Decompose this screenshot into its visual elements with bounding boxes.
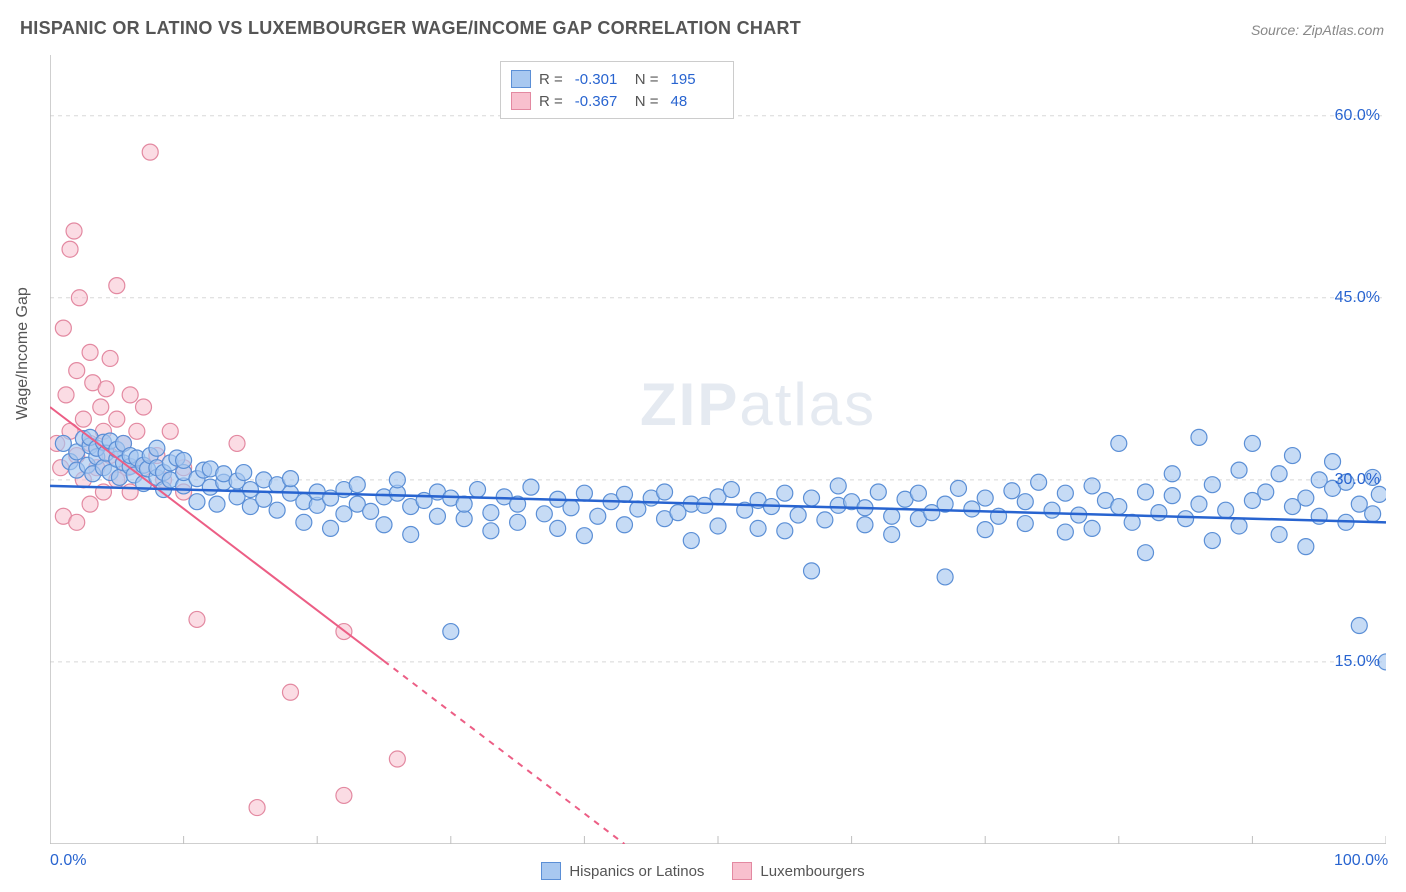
x-tick-label: 0.0% [50,852,86,870]
chart-container: HISPANIC OR LATINO VS LUXEMBOURGER WAGE/… [0,0,1406,892]
legend-row-blue: R = -0.301 N = 195 [511,68,723,90]
swatch-blue [511,70,531,88]
swatch-pink [511,92,531,110]
y-tick-label: 30.0% [1335,471,1380,489]
y-tick-label: 45.0% [1335,289,1380,307]
legend-item-pink: Luxembourgers [732,862,864,880]
legend-row-pink: R = -0.367 N = 48 [511,90,723,112]
legend-stats: R = -0.301 N = 195 R = -0.367 N = 48 [500,61,734,119]
y-axis-label: Wage/Income Gap [14,287,32,420]
x-tick-label: 100.0% [1334,852,1388,870]
swatch-pink [732,862,752,880]
plot-wrap [50,55,1386,844]
scatter-plot [50,55,1386,844]
swatch-blue [541,862,561,880]
chart-source: Source: ZipAtlas.com [1251,22,1384,38]
legend-series: Hispanics or Latinos Luxembourgers [0,862,1406,880]
y-tick-label: 60.0% [1335,107,1380,125]
chart-title: HISPANIC OR LATINO VS LUXEMBOURGER WAGE/… [20,18,801,39]
legend-item-blue: Hispanics or Latinos [541,862,704,880]
y-tick-label: 15.0% [1335,653,1380,671]
